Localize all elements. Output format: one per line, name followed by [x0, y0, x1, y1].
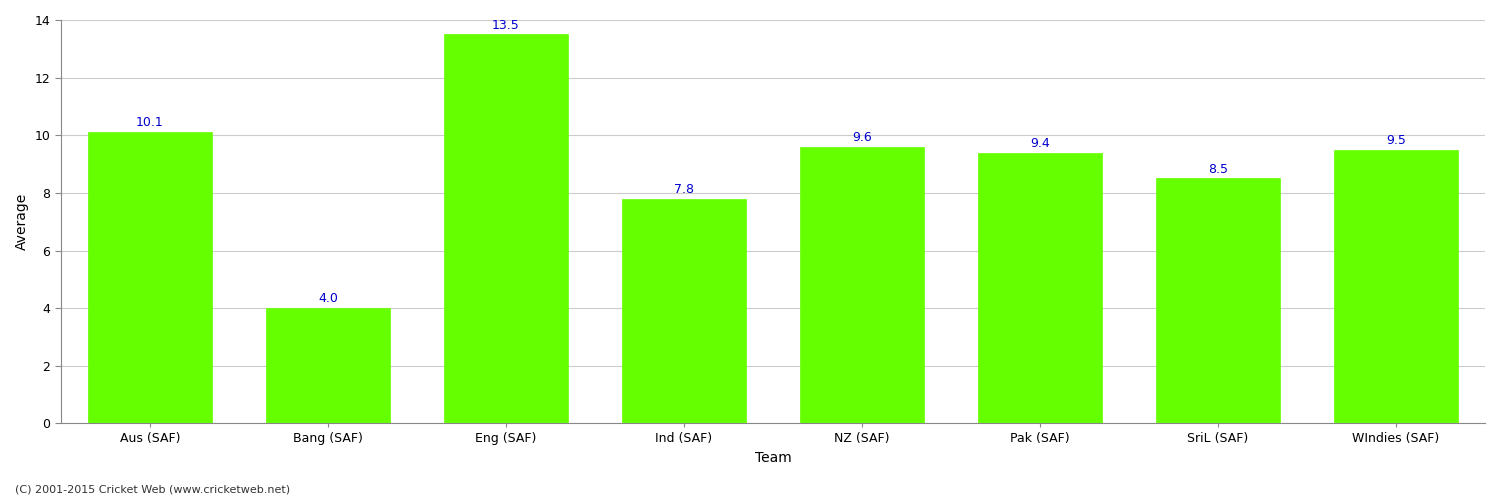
- Bar: [87, 132, 212, 424]
- Text: 9.4: 9.4: [1030, 136, 1050, 149]
- Bar: [444, 34, 568, 424]
- Text: 8.5: 8.5: [1208, 162, 1228, 175]
- Text: 7.8: 7.8: [674, 183, 694, 196]
- X-axis label: Team: Team: [754, 451, 792, 465]
- Bar: [621, 198, 746, 424]
- Bar: [800, 147, 924, 423]
- Y-axis label: Average: Average: [15, 193, 28, 250]
- Bar: [978, 152, 1102, 424]
- Text: 9.5: 9.5: [1386, 134, 1406, 147]
- Text: 13.5: 13.5: [492, 18, 520, 32]
- Text: 4.0: 4.0: [318, 292, 338, 306]
- Text: (C) 2001-2015 Cricket Web (www.cricketweb.net): (C) 2001-2015 Cricket Web (www.cricketwe…: [15, 485, 290, 495]
- Text: 10.1: 10.1: [136, 116, 164, 130]
- Bar: [266, 308, 390, 424]
- Text: 9.6: 9.6: [852, 131, 871, 144]
- Bar: [1155, 178, 1281, 424]
- Bar: [1334, 150, 1458, 424]
